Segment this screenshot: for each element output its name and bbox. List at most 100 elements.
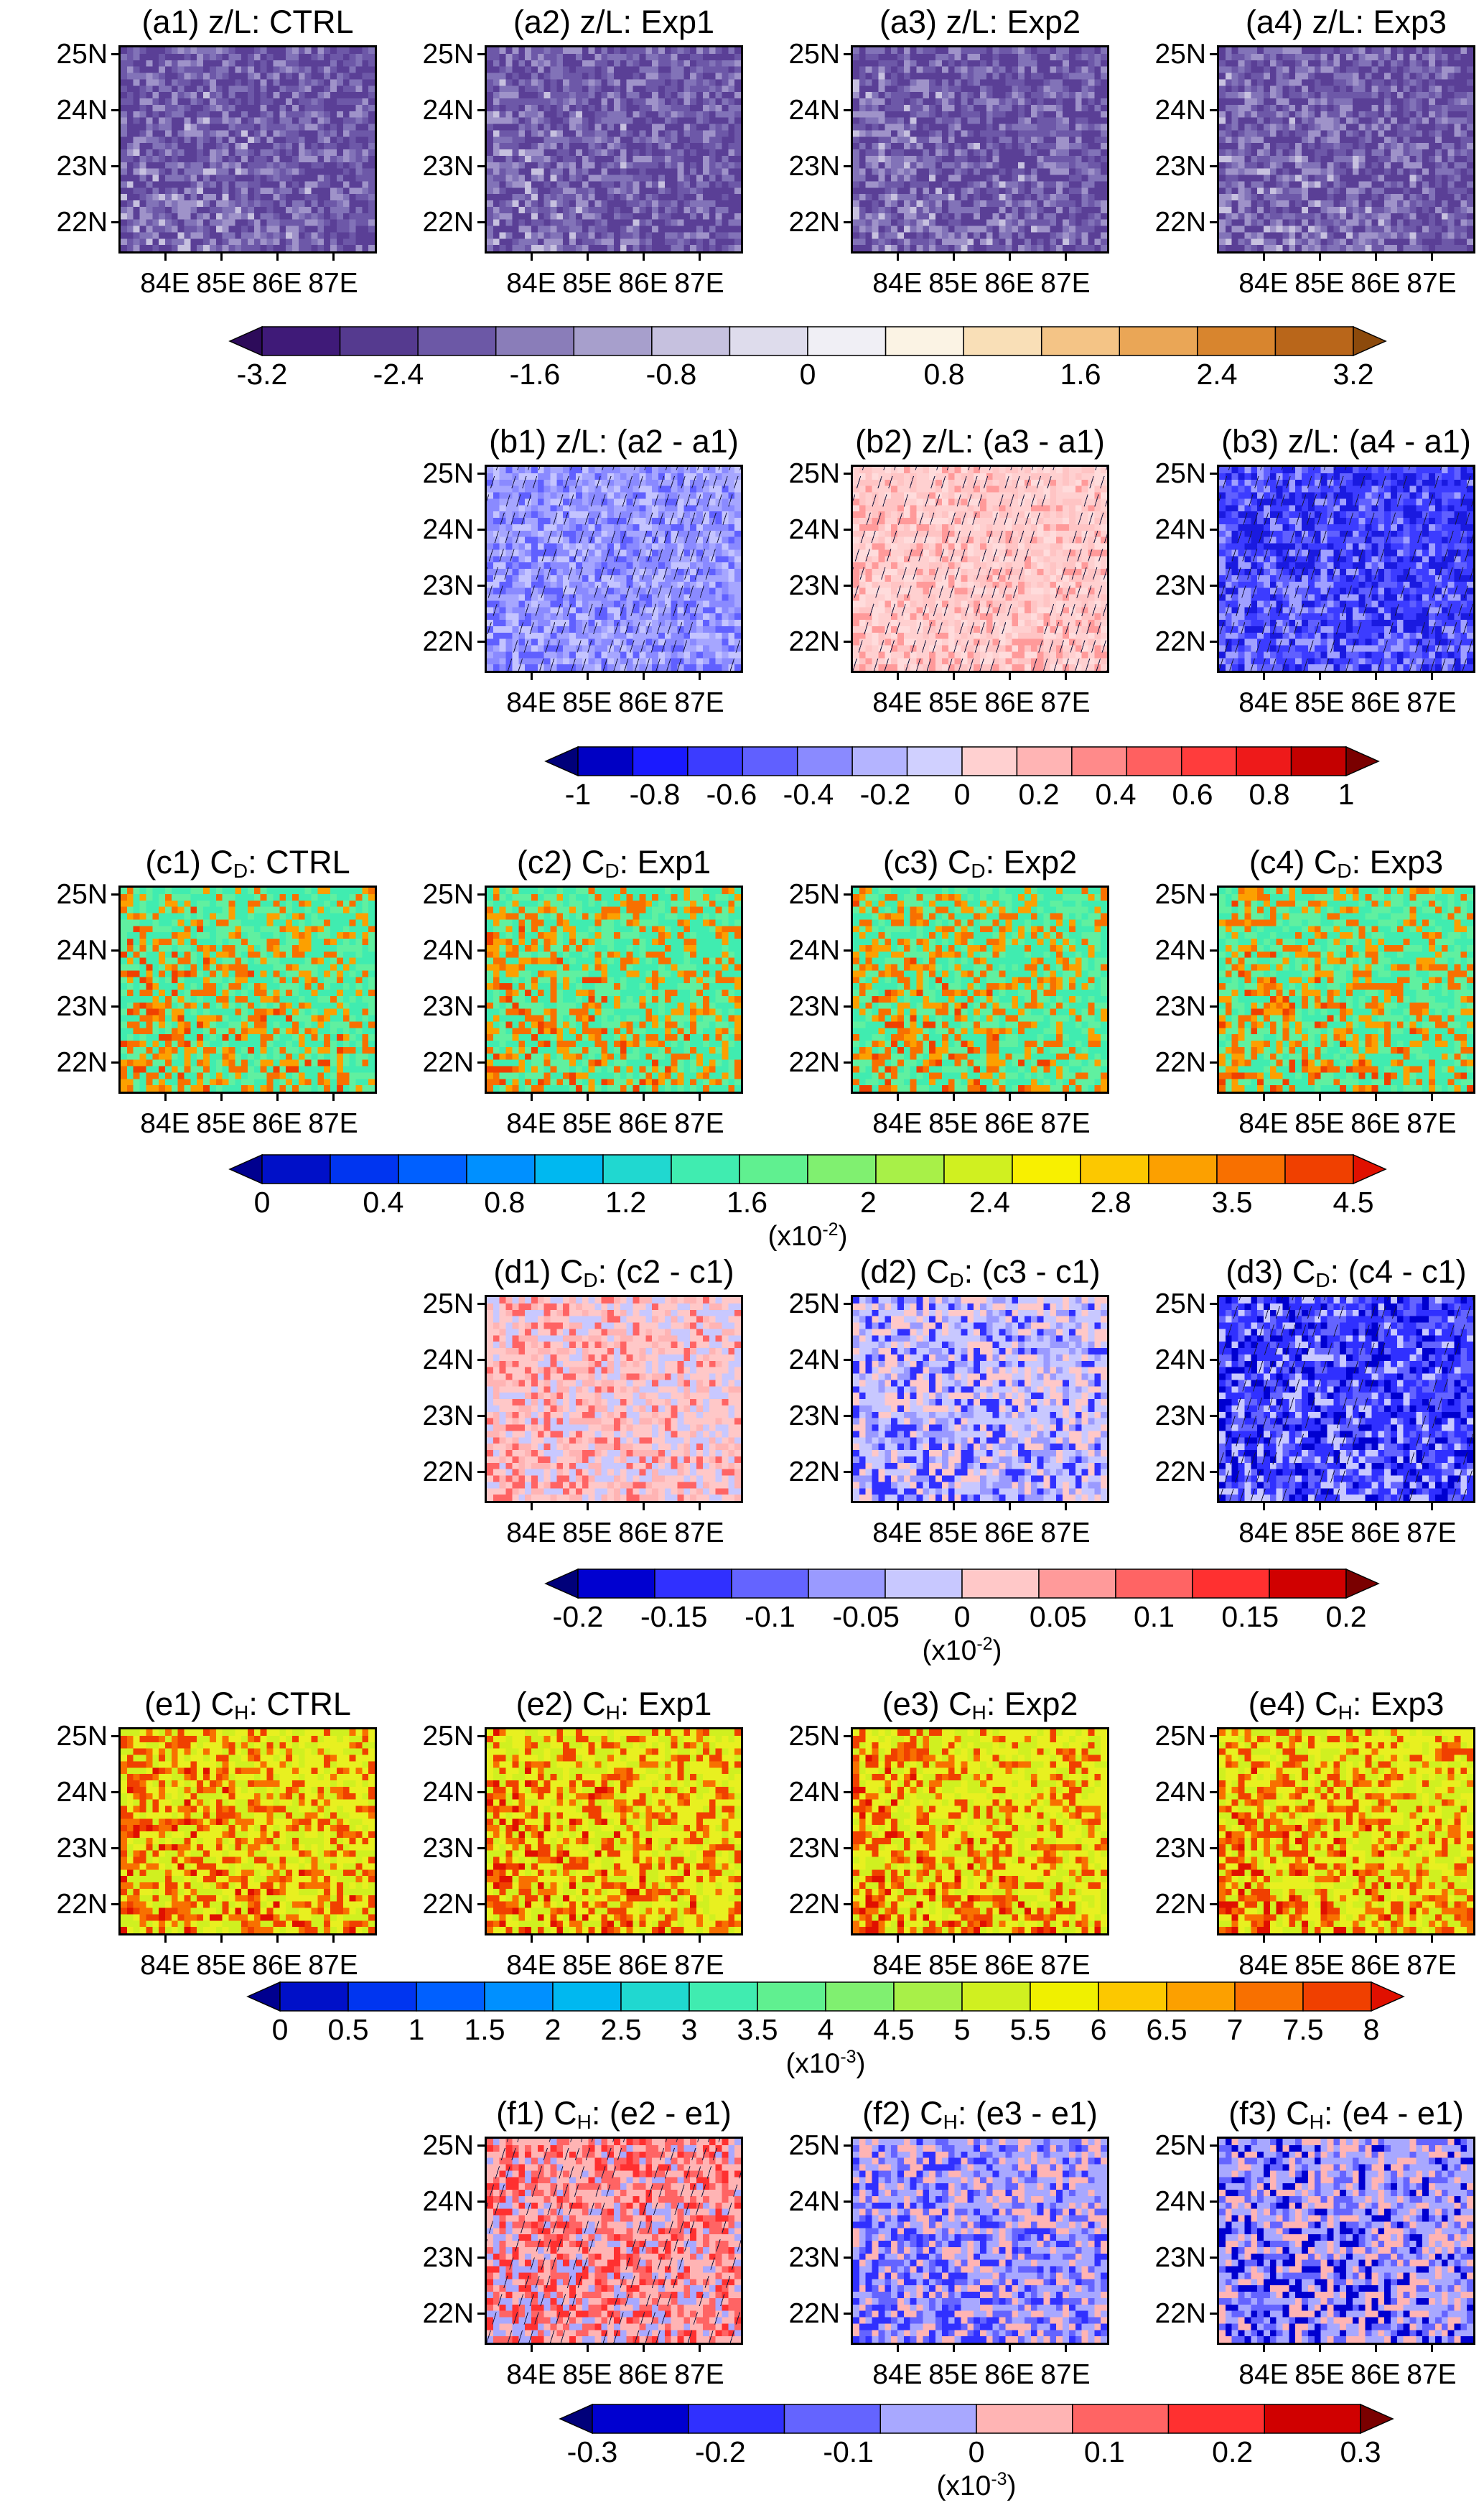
field-cell <box>986 524 993 531</box>
field-cell <box>223 130 229 136</box>
field-cell <box>1416 85 1422 92</box>
field-cell <box>1289 194 1295 200</box>
field-cell <box>551 232 557 238</box>
field-cell <box>853 569 859 575</box>
field-cell <box>1353 67 1359 73</box>
field-cell <box>993 200 999 207</box>
field-cell <box>185 232 191 238</box>
field-cell <box>999 232 1006 238</box>
field-cell <box>885 575 891 582</box>
lat-label: 25N <box>395 460 474 488</box>
field-cell <box>678 194 684 200</box>
field-cell <box>709 136 716 143</box>
field-cell <box>1422 92 1429 98</box>
field-cell <box>703 169 709 175</box>
field-cell <box>722 60 728 67</box>
field-cell <box>1238 54 1245 60</box>
field-cell <box>185 220 191 226</box>
field-cell <box>1460 47 1467 54</box>
field-cell <box>1302 105 1308 111</box>
field-cell <box>955 562 961 569</box>
field-cell <box>1094 136 1101 143</box>
field-cell <box>671 511 678 518</box>
field-cell <box>658 633 665 639</box>
field-cell <box>1270 169 1277 175</box>
field-cell <box>1442 111 1448 118</box>
field-cell <box>582 537 589 544</box>
field-cell <box>709 162 716 169</box>
field-cell <box>722 651 728 658</box>
field-cell <box>551 582 557 588</box>
field-cell <box>538 549 544 556</box>
field-cell <box>1031 226 1037 233</box>
field-cell <box>709 67 716 73</box>
field-cell <box>337 79 343 85</box>
field-cell <box>1359 79 1366 85</box>
field-cell <box>159 156 165 162</box>
field-cell <box>683 467 690 473</box>
field-cell <box>942 226 948 233</box>
field-cell <box>1353 149 1359 156</box>
field-cell <box>897 467 904 473</box>
field-cell <box>639 156 645 162</box>
field-cell <box>878 130 885 136</box>
field-cell <box>576 194 582 200</box>
field-cell <box>1321 60 1327 67</box>
field-cell <box>1219 67 1226 73</box>
field-cell <box>1359 187 1366 194</box>
field-cell <box>1410 54 1417 60</box>
field-cell <box>1277 85 1283 92</box>
field-cell <box>923 582 929 588</box>
field-cell <box>493 595 500 601</box>
field-cell <box>1075 175 1082 182</box>
field-cell <box>538 651 544 658</box>
field-cell <box>1416 232 1422 238</box>
field-cell <box>1327 207 1333 213</box>
field-cell <box>368 92 375 98</box>
field-cell <box>1371 175 1378 182</box>
field-cell <box>917 200 923 207</box>
field-cell <box>601 607 607 613</box>
field-cell <box>891 118 897 124</box>
field-cell <box>121 238 127 245</box>
field-cell <box>1378 226 1384 233</box>
field-cell <box>279 175 286 182</box>
field-cell <box>569 505 576 511</box>
field-cell <box>1226 169 1232 175</box>
field-cell <box>703 130 709 136</box>
field-cell <box>614 600 620 607</box>
field-cell <box>716 47 722 54</box>
field-cell <box>929 67 935 73</box>
field-cell <box>500 544 506 550</box>
field-cell <box>538 518 544 524</box>
field-cell <box>683 480 690 486</box>
field-cell <box>722 595 728 601</box>
field-cell <box>1082 149 1088 156</box>
field-cell <box>1429 111 1435 118</box>
field-cell <box>197 85 203 92</box>
field-cell <box>1005 556 1012 562</box>
field-cell <box>671 67 678 73</box>
field-cell <box>1063 238 1069 245</box>
panel-title: (b1) z/L: (a2 - a1) <box>489 425 739 457</box>
field-cell <box>1442 238 1448 245</box>
field-cell <box>551 79 557 85</box>
field-cell <box>1460 245 1467 251</box>
field-cell <box>556 92 563 98</box>
field-cell <box>1219 156 1226 162</box>
field-cell <box>582 518 589 524</box>
field-cell <box>1251 47 1257 54</box>
field-cell <box>576 130 582 136</box>
field-cell <box>1012 92 1018 98</box>
field-cell <box>1391 60 1397 67</box>
field-cell <box>1321 226 1327 233</box>
field-cell <box>127 200 134 207</box>
field-cell <box>601 105 607 111</box>
lat-tick <box>477 529 485 531</box>
field-cell <box>152 105 159 111</box>
field-cell <box>614 595 620 601</box>
field-cell <box>1069 556 1075 562</box>
field-cell <box>885 187 891 194</box>
field-cell <box>512 505 518 511</box>
field-cell <box>518 60 525 67</box>
